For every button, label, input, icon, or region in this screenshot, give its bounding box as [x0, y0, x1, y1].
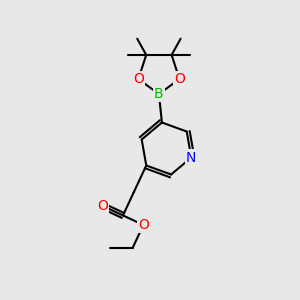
Text: O: O [174, 72, 185, 86]
Text: O: O [97, 199, 108, 213]
Text: B: B [154, 87, 164, 101]
Text: O: O [133, 72, 144, 86]
Text: N: N [186, 151, 196, 164]
Text: O: O [138, 218, 149, 232]
